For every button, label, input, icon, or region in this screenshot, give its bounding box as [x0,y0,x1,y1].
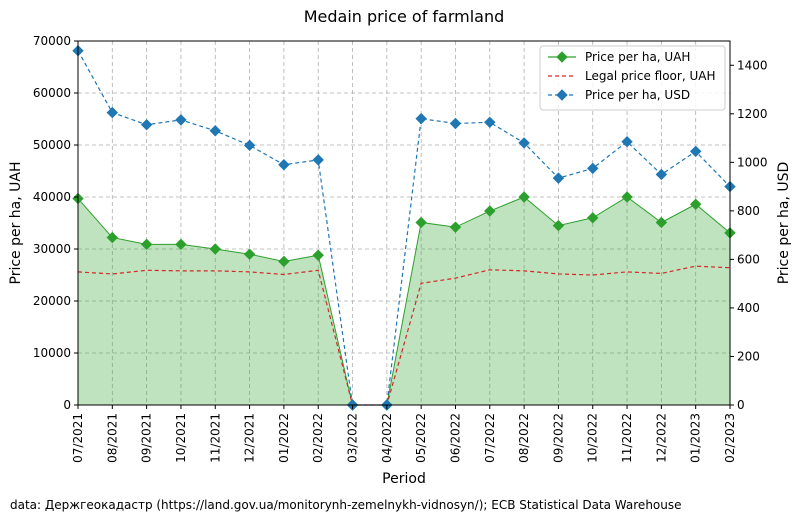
x-tick-label: 11/2021 [208,413,222,463]
x-tick-label: 09/2021 [140,413,154,463]
right-y-ticks: 0 200 400 600 800 1000 1200 1400 [730,58,768,412]
x-tick-label: 01/2022 [277,413,291,463]
legend-label-0: Price per ha, UAH [585,50,690,64]
data-point [209,243,221,255]
legend-marker-0 [556,51,568,63]
data-point [621,135,633,148]
y-tick-label-left: 60000 [33,86,71,100]
x-tick-label: 10/2021 [174,413,188,463]
data-point [552,219,565,232]
left-y-ticks: 0 10000 20000 30000 40000 50000 60000 70000 [33,34,78,412]
x-tick-label: 02/2023 [723,413,737,463]
series-line-2 [77,50,731,406]
y-tick-label-right: 1400 [737,58,768,72]
data-point [278,255,290,268]
y-tick-label-left: 70000 [33,34,71,48]
data-point [518,191,530,203]
data-point [278,159,290,171]
legend-label-2: Price per ha, USD [585,88,690,102]
legend-label-1: Legal price floor, UAH [585,69,715,83]
x-tick-label: 11/2022 [620,413,634,463]
y-tick-label-left: 20000 [33,294,71,308]
x-tick-label: 08/2022 [517,413,531,463]
x-tick-label: 12/2021 [243,413,257,463]
legend-marker-2 [556,89,568,101]
data-point [243,139,256,152]
x-tick-label: 09/2022 [551,413,565,463]
y-axis-label-left: Price per ha, UAH [8,161,24,284]
x-tick-label: 08/2021 [105,413,119,463]
x-tick-label: 04/2022 [380,413,394,463]
x-tick-label: 02/2022 [311,413,325,463]
data-point [587,162,599,175]
series-line-0 [77,196,731,406]
data-point [415,216,427,229]
x-ticks: 07/2021 08/2021 09/2021 10/2021 11/2021 12/20… [71,405,737,463]
data-point [449,117,462,130]
x-tick-label: 07/2022 [483,413,497,463]
y-tick-label-left: 50000 [33,138,71,152]
x-tick-label: 03/2022 [346,413,360,463]
source-note: data: Держгеокадастр (https://land.gov.u… [10,498,682,512]
data-point [312,249,324,261]
x-tick-label: 12/2022 [654,413,668,463]
data-point [106,106,119,119]
y-tick-label-right: 200 [737,349,760,363]
x-axis-label: Period [382,471,426,487]
data-point [312,154,324,166]
data-point [587,212,599,224]
x-tick-label: 01/2023 [689,413,703,463]
y-tick-label-right: 1200 [737,107,768,121]
data-point [209,125,221,137]
y-tick-label-right: 400 [737,301,760,315]
series-markers [72,44,736,411]
data-point [518,137,530,149]
uah-area [78,197,730,405]
data-point [552,172,565,184]
y-tick-label-right: 600 [737,252,760,266]
chart-title: Medain price of farmland [304,7,505,26]
y-tick-label-right: 0 [737,398,745,412]
data-point [415,112,427,125]
y-tick-label-left: 30000 [33,242,71,256]
data-point [621,191,633,203]
legend-box [539,45,726,111]
y-tick-label-right: 1000 [737,155,768,169]
plot-frame [77,40,731,406]
x-tick-label: 10/2022 [586,413,600,463]
data-point [140,238,153,251]
data-point [175,114,187,126]
data-point [449,221,462,233]
x-tick-label: 05/2022 [414,413,428,463]
x-tick-label: 07/2021 [71,413,85,463]
data-point [655,168,668,181]
data-point [689,145,702,158]
data-point [655,216,668,229]
series-line-1 [77,265,731,406]
legend: Price per ha, UAH Legal price floor, UAH P… [539,45,726,111]
y-tick-label-left: 0 [63,398,71,412]
data-point [106,231,119,244]
data-point [689,198,702,210]
data-point [175,238,187,251]
data-point [140,119,153,131]
x-tick-label: 06/2022 [448,413,462,463]
data-point [243,248,256,260]
series-lines [77,50,731,406]
data-point [484,205,496,217]
y-tick-label-left: 10000 [33,346,71,360]
uah-area-fill [78,197,730,405]
y-tick-label-right: 800 [737,204,760,218]
data-point [484,116,496,129]
y-tick-label-left: 40000 [33,190,71,204]
y-axis-label-right: Price per ha, USD [776,162,792,285]
